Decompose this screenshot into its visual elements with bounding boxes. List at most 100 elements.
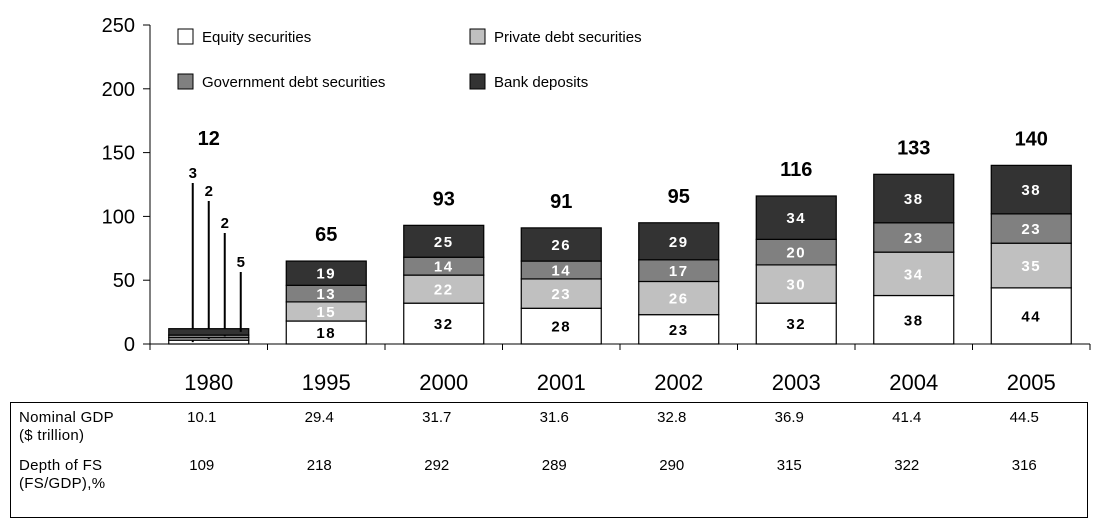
table-cell: 29.4 bbox=[304, 409, 334, 426]
segment-label: 25 bbox=[434, 234, 454, 251]
legend-swatch bbox=[469, 73, 486, 90]
table-cell: 41.4 bbox=[892, 409, 922, 426]
table-cell: 36.9 bbox=[774, 409, 804, 426]
y-tick-label: 250 bbox=[102, 15, 135, 37]
segment-label: 23 bbox=[669, 322, 689, 339]
x-tick-label: 1995 bbox=[302, 370, 351, 395]
table-cell: 109 bbox=[189, 457, 215, 474]
total-label: 65 bbox=[315, 224, 337, 246]
table-cell: 292 bbox=[424, 457, 450, 474]
row-label-gdp: Nominal GDP ($ trillion) bbox=[19, 409, 114, 445]
total-label: 91 bbox=[550, 191, 572, 213]
bar-segment bbox=[873, 294, 955, 345]
table-cell: 315 bbox=[776, 457, 802, 474]
segment-label: 18 bbox=[316, 325, 336, 342]
y-tick-label: 0 bbox=[124, 334, 135, 356]
total-label: 133 bbox=[897, 137, 930, 159]
x-axis: 1980 1995 2000 2001 2002 2003 2004 2005 bbox=[149, 343, 1091, 395]
total-label: 93 bbox=[433, 188, 455, 210]
segment-label: 14 bbox=[434, 259, 454, 276]
bar-segment bbox=[990, 213, 1072, 244]
legend-label: Equity securities bbox=[202, 29, 311, 46]
segment-label: 23 bbox=[551, 286, 571, 303]
total-label: 140 bbox=[1015, 128, 1048, 150]
bar-segment bbox=[755, 302, 837, 345]
segment-label: 13 bbox=[316, 286, 336, 303]
y-tick-label: 100 bbox=[102, 206, 135, 228]
segment-label: 14 bbox=[551, 262, 571, 279]
segment-label: 20 bbox=[786, 245, 806, 262]
bar-segment bbox=[873, 251, 955, 297]
total-label: 116 bbox=[780, 159, 812, 181]
total-label: 12 bbox=[198, 128, 220, 150]
bar-segment bbox=[403, 302, 485, 345]
legend-label: Bank deposits bbox=[494, 74, 588, 91]
y-axis: 0 50 100 150 200 250 bbox=[102, 15, 151, 356]
row-label-line: (FS/GDP),% bbox=[19, 475, 106, 492]
bar-segment bbox=[638, 280, 720, 316]
segment-label: 15 bbox=[316, 304, 336, 321]
table-cell: 32.8 bbox=[657, 409, 687, 426]
bar-segment bbox=[638, 314, 720, 345]
table-cell: 10.1 bbox=[187, 409, 217, 426]
bar-segment bbox=[520, 307, 602, 345]
bar-segment bbox=[990, 242, 1072, 289]
segment-label: 34 bbox=[786, 210, 806, 227]
segment-label: 17 bbox=[669, 263, 689, 280]
bar-segment bbox=[755, 264, 837, 304]
table-cell: 316 bbox=[1011, 457, 1037, 474]
table-cell: 31.6 bbox=[539, 409, 569, 426]
bar-segment bbox=[520, 227, 602, 262]
segment-label: 35 bbox=[1021, 258, 1041, 275]
total-label: 95 bbox=[668, 186, 690, 208]
bar-segment bbox=[168, 328, 250, 336]
segment-label: 32 bbox=[434, 316, 454, 333]
bar-segment bbox=[403, 274, 485, 304]
legend-swatch bbox=[177, 73, 194, 90]
legend-label: Government debt securities bbox=[202, 74, 385, 91]
bar-segment bbox=[990, 287, 1072, 345]
segment-label: 38 bbox=[1021, 182, 1041, 199]
table-cell: 31.7 bbox=[422, 409, 452, 426]
table-cell: 322 bbox=[894, 457, 920, 474]
bar-segment bbox=[285, 260, 367, 286]
segment-label: 19 bbox=[316, 266, 336, 283]
legend-swatch bbox=[469, 28, 486, 45]
bar-segment bbox=[755, 195, 837, 240]
segment-label: 2 bbox=[221, 215, 229, 232]
segment-label: 29 bbox=[669, 234, 689, 251]
segment-label: 34 bbox=[904, 266, 924, 283]
segment-label: 23 bbox=[904, 230, 924, 247]
table-cell: 44.5 bbox=[1009, 409, 1039, 426]
row-label-line: Nominal GDP bbox=[19, 409, 114, 426]
legend-label: Private debt securities bbox=[494, 29, 642, 46]
segment-label: 22 bbox=[434, 282, 454, 299]
table-cell: 218 bbox=[306, 457, 332, 474]
legend-swatch bbox=[177, 28, 194, 45]
segment-label: 32 bbox=[786, 316, 806, 333]
x-tick-label: 2000 bbox=[419, 370, 468, 395]
segment-label: 44 bbox=[1021, 308, 1041, 325]
table-cell: 289 bbox=[541, 457, 567, 474]
bar-segment bbox=[873, 222, 955, 253]
bar-segment bbox=[520, 278, 602, 309]
segment-label: 38 bbox=[904, 191, 924, 208]
segment-label: 3 bbox=[189, 165, 197, 182]
table-cell: 290 bbox=[659, 457, 685, 474]
x-tick-label: 2005 bbox=[1007, 370, 1056, 395]
bar-segment bbox=[990, 164, 1072, 215]
segment-label: 38 bbox=[904, 312, 924, 329]
y-tick-label: 200 bbox=[102, 79, 135, 101]
segment-label: 2 bbox=[205, 183, 213, 200]
segment-label: 26 bbox=[551, 237, 571, 254]
segment-label: 5 bbox=[237, 254, 245, 271]
gdp-table: Nominal GDP ($ trillion) Depth of FS (FS… bbox=[10, 402, 1088, 518]
row-label-line: Depth of FS bbox=[19, 457, 103, 474]
stacked-bar-chart: Equity securities Private debt securities… bbox=[102, 15, 1091, 395]
segment-label: 26 bbox=[669, 291, 689, 308]
row-label-depth: Depth of FS (FS/GDP),% bbox=[19, 457, 105, 493]
bar-segment bbox=[403, 224, 485, 258]
x-tick-label: 2004 bbox=[889, 370, 938, 395]
bars: 3225121815131965322214259328231426912326… bbox=[168, 128, 1072, 345]
segment-label: 30 bbox=[786, 277, 806, 294]
